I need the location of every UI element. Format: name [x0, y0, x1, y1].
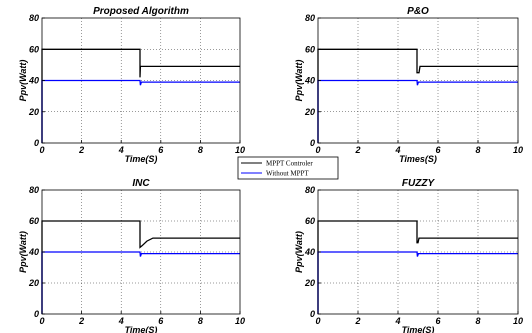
x-tick-label: 8 — [475, 145, 480, 155]
y-tick-label: 80 — [29, 185, 39, 195]
x-tick-label: 10 — [235, 316, 245, 326]
subplot-4: 0 2 4 6 8 10 0 20 40 60 80 FUZZY Time(S) Ppv(Watt) — [294, 178, 523, 333]
x-tick-label: 2 — [354, 145, 360, 155]
x-tick-label: 0 — [39, 316, 44, 326]
y-axis-label: Ppv(Watt) — [294, 60, 304, 102]
x-tick-label: 0 — [315, 316, 320, 326]
x-tick-label: 6 — [435, 316, 441, 326]
x-tick-label: 8 — [198, 145, 203, 155]
y-tick-label: 40 — [304, 76, 315, 86]
y-tick-label: 80 — [29, 13, 39, 23]
x-tick-label: 0 — [315, 145, 320, 155]
y-tick-label: 60 — [305, 216, 315, 226]
x-tick-label: 2 — [78, 316, 84, 326]
legend-label-mppt: MPPT Controler — [266, 160, 313, 168]
y-tick-label: 40 — [304, 247, 315, 257]
subplot-title: INC — [132, 178, 150, 189]
y-axis-label: Ppv(Watt) — [294, 231, 304, 273]
y-tick-label: 20 — [28, 107, 39, 117]
legend: MPPT Controler Without MPPT — [238, 157, 338, 179]
y-tick-label: 20 — [304, 278, 315, 288]
subplot-title: P&O — [407, 6, 429, 17]
subplot-title: FUZZY — [402, 178, 436, 189]
y-tick-label: 60 — [29, 216, 39, 226]
x-axis-label: Time(S) — [402, 325, 435, 333]
y-tick-label: 60 — [29, 44, 39, 54]
x-tick-label: 2 — [354, 316, 360, 326]
x-tick-label: 6 — [158, 145, 164, 155]
y-tick-label: 0 — [34, 138, 39, 148]
subplot-title: Proposed Algorithm — [93, 6, 189, 17]
y-tick-label: 80 — [305, 185, 315, 195]
x-tick-label: 8 — [475, 316, 480, 326]
x-axis-label: Times(S) — [399, 154, 437, 164]
x-tick-label: 10 — [513, 145, 523, 155]
x-tick-label: 8 — [198, 316, 203, 326]
y-tick-label: 40 — [28, 76, 39, 86]
x-tick-label: 4 — [118, 145, 124, 155]
x-tick-label: 4 — [118, 316, 124, 326]
x-tick-label: 6 — [158, 316, 164, 326]
x-tick-label: 4 — [394, 316, 400, 326]
x-tick-label: 10 — [235, 145, 245, 155]
y-axis-label: Ppv(Watt) — [18, 60, 28, 102]
y-tick-label: 0 — [310, 138, 315, 148]
x-tick-label: 2 — [78, 145, 84, 155]
x-axis-label: Time(S) — [125, 325, 158, 333]
y-tick-label: 80 — [305, 13, 315, 23]
x-axis-label: Time(S) — [125, 154, 158, 164]
y-tick-label: 20 — [304, 107, 315, 117]
legend-label-without: Without MPPT — [266, 170, 309, 178]
y-tick-label: 40 — [28, 247, 39, 257]
subplot-1: 0 2 4 6 8 10 0 20 40 60 80 Proposed Algorithm Time(S… — [18, 6, 245, 164]
x-tick-label: 10 — [513, 316, 523, 326]
subplot-3: 0 2 4 6 8 10 0 20 40 60 80 INC Time(S) Ppv(Watt) — [18, 178, 245, 333]
y-tick-label: 20 — [28, 278, 39, 288]
y-tick-label: 60 — [305, 44, 315, 54]
y-axis-label: Ppv(Watt) — [18, 231, 28, 273]
x-tick-label: 0 — [39, 145, 44, 155]
y-tick-label: 0 — [310, 309, 315, 319]
y-tick-label: 0 — [34, 309, 39, 319]
